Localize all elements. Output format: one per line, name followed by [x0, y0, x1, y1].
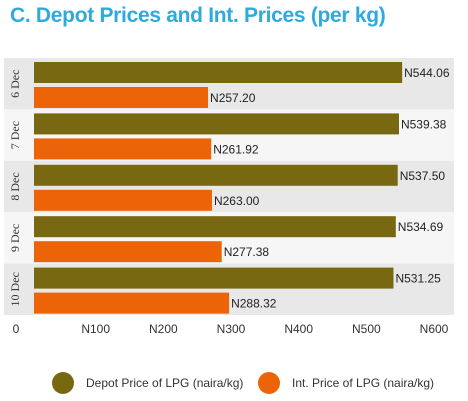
bar-depot [34, 62, 403, 83]
bar-chart: 6 Dec 7 Dec 8 Dec 9 Dec 10 Dec N544.06 N257.20… [4, 58, 454, 336]
value-label-depot: N537.50 [400, 169, 446, 183]
value-label-intl: N263.00 [214, 194, 260, 208]
value-label-depot: N539.38 [401, 117, 447, 131]
category-label: 9 Dec [8, 224, 22, 252]
x-tick-label: N200 [149, 322, 178, 336]
bar-intl [34, 189, 212, 211]
x-tick-label: N100 [81, 322, 110, 336]
value-label-intl: N288.32 [231, 297, 277, 311]
category-label: 8 Dec [8, 172, 22, 200]
value-label-intl: N257.20 [210, 91, 256, 105]
legend-item-depot: Depot Price of LPG (naira/kg) [52, 372, 243, 394]
bar-intl [34, 292, 230, 314]
legend-label-depot: Depot Price of LPG (naira/kg) [86, 376, 244, 390]
bar-depot [34, 216, 396, 238]
x-tick-label: 0 [13, 322, 20, 336]
category-label: 6 Dec [8, 70, 22, 98]
bar-depot [34, 164, 398, 186]
category-label: 7 Dec [8, 121, 22, 149]
x-tick-label: N600 [420, 322, 449, 336]
x-tick-label: N500 [352, 322, 381, 336]
x-tick-label: N300 [217, 322, 246, 336]
legend-swatch-depot [52, 372, 74, 394]
bar-depot [34, 267, 394, 289]
legend-item-intl: Int. Price of LPG (naira/kg) [258, 372, 434, 394]
legend-label-intl: Int. Price of LPG (naira/kg) [292, 376, 435, 390]
legend-swatch-intl [258, 372, 280, 394]
value-label-depot: N531.25 [395, 272, 441, 286]
bar-intl [34, 241, 222, 263]
value-label-depot: N544.06 [404, 66, 450, 80]
bar-intl [34, 138, 212, 160]
chart-title: C. Depot Prices and Int. Prices (per kg) [10, 4, 386, 27]
value-label-intl: N277.38 [224, 245, 270, 259]
legend: Depot Price of LPG (naira/kg) Int. Price… [0, 372, 468, 396]
x-tick-label: N400 [284, 322, 313, 336]
value-label-intl: N261.92 [213, 142, 259, 156]
bar-depot [34, 113, 399, 135]
value-label-depot: N534.69 [398, 220, 444, 234]
category-label: 10 Dec [8, 272, 22, 306]
bar-intl [34, 87, 209, 108]
